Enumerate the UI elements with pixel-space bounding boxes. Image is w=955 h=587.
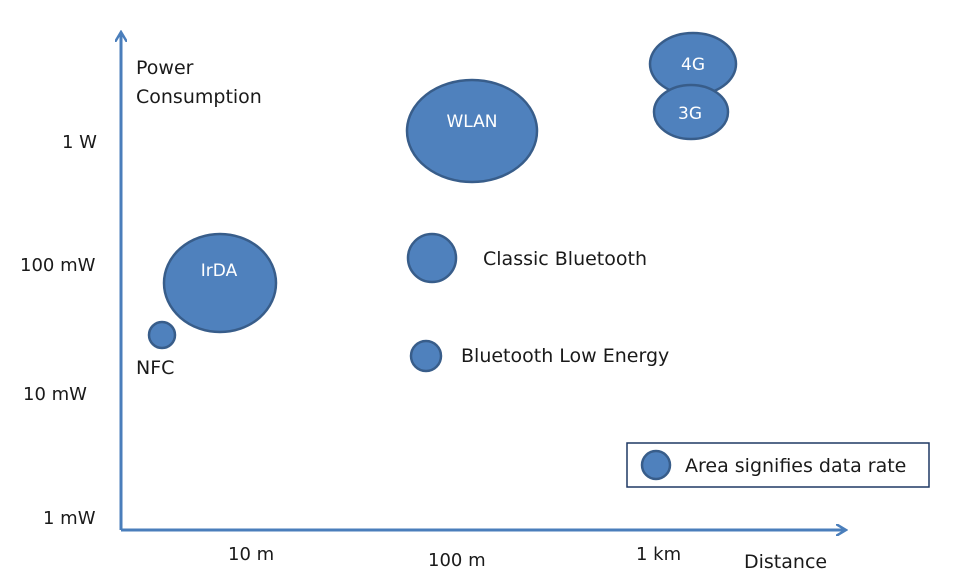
- y-axis-label-line2: Consumption: [136, 86, 262, 108]
- x-tick-label: 10 m: [228, 544, 274, 565]
- point-label-wlan: WLAN: [446, 112, 497, 132]
- point-label-3g: 3G: [678, 104, 702, 124]
- y-axis-label-line1: Power: [136, 57, 194, 79]
- bubble-irda: [162, 232, 278, 334]
- bubble-classic-bluetooth: [406, 232, 458, 284]
- point-label-bluetooth-low-energy: Bluetooth Low Energy: [461, 345, 669, 367]
- y-tick-label: 1 mW: [43, 508, 96, 529]
- y-tick-label: 10 mW: [23, 384, 87, 405]
- x-tick-label: 100 m: [428, 550, 486, 571]
- y-tick-label: 1 W: [62, 132, 97, 153]
- point-label-nfc: NFC: [136, 357, 174, 379]
- legend: Area signifies data rate: [626, 442, 930, 488]
- legend-text: Area signifies data rate: [685, 455, 906, 477]
- y-tick-label: 100 mW: [20, 255, 96, 276]
- x-axis-label: Distance: [744, 551, 827, 573]
- bubble-bluetooth-low-energy: [409, 339, 443, 373]
- point-label-4g: 4G: [681, 55, 705, 75]
- legend-box: [626, 442, 930, 488]
- legend-bubble-icon: [640, 449, 672, 481]
- point-label-irda: IrDA: [201, 261, 238, 281]
- bubble-3g: [652, 83, 730, 141]
- point-label-classic-bluetooth: Classic Bluetooth: [483, 248, 647, 270]
- bubble-nfc: [147, 320, 177, 350]
- x-tick-label: 1 km: [636, 544, 681, 565]
- bubble-wlan: [405, 78, 539, 184]
